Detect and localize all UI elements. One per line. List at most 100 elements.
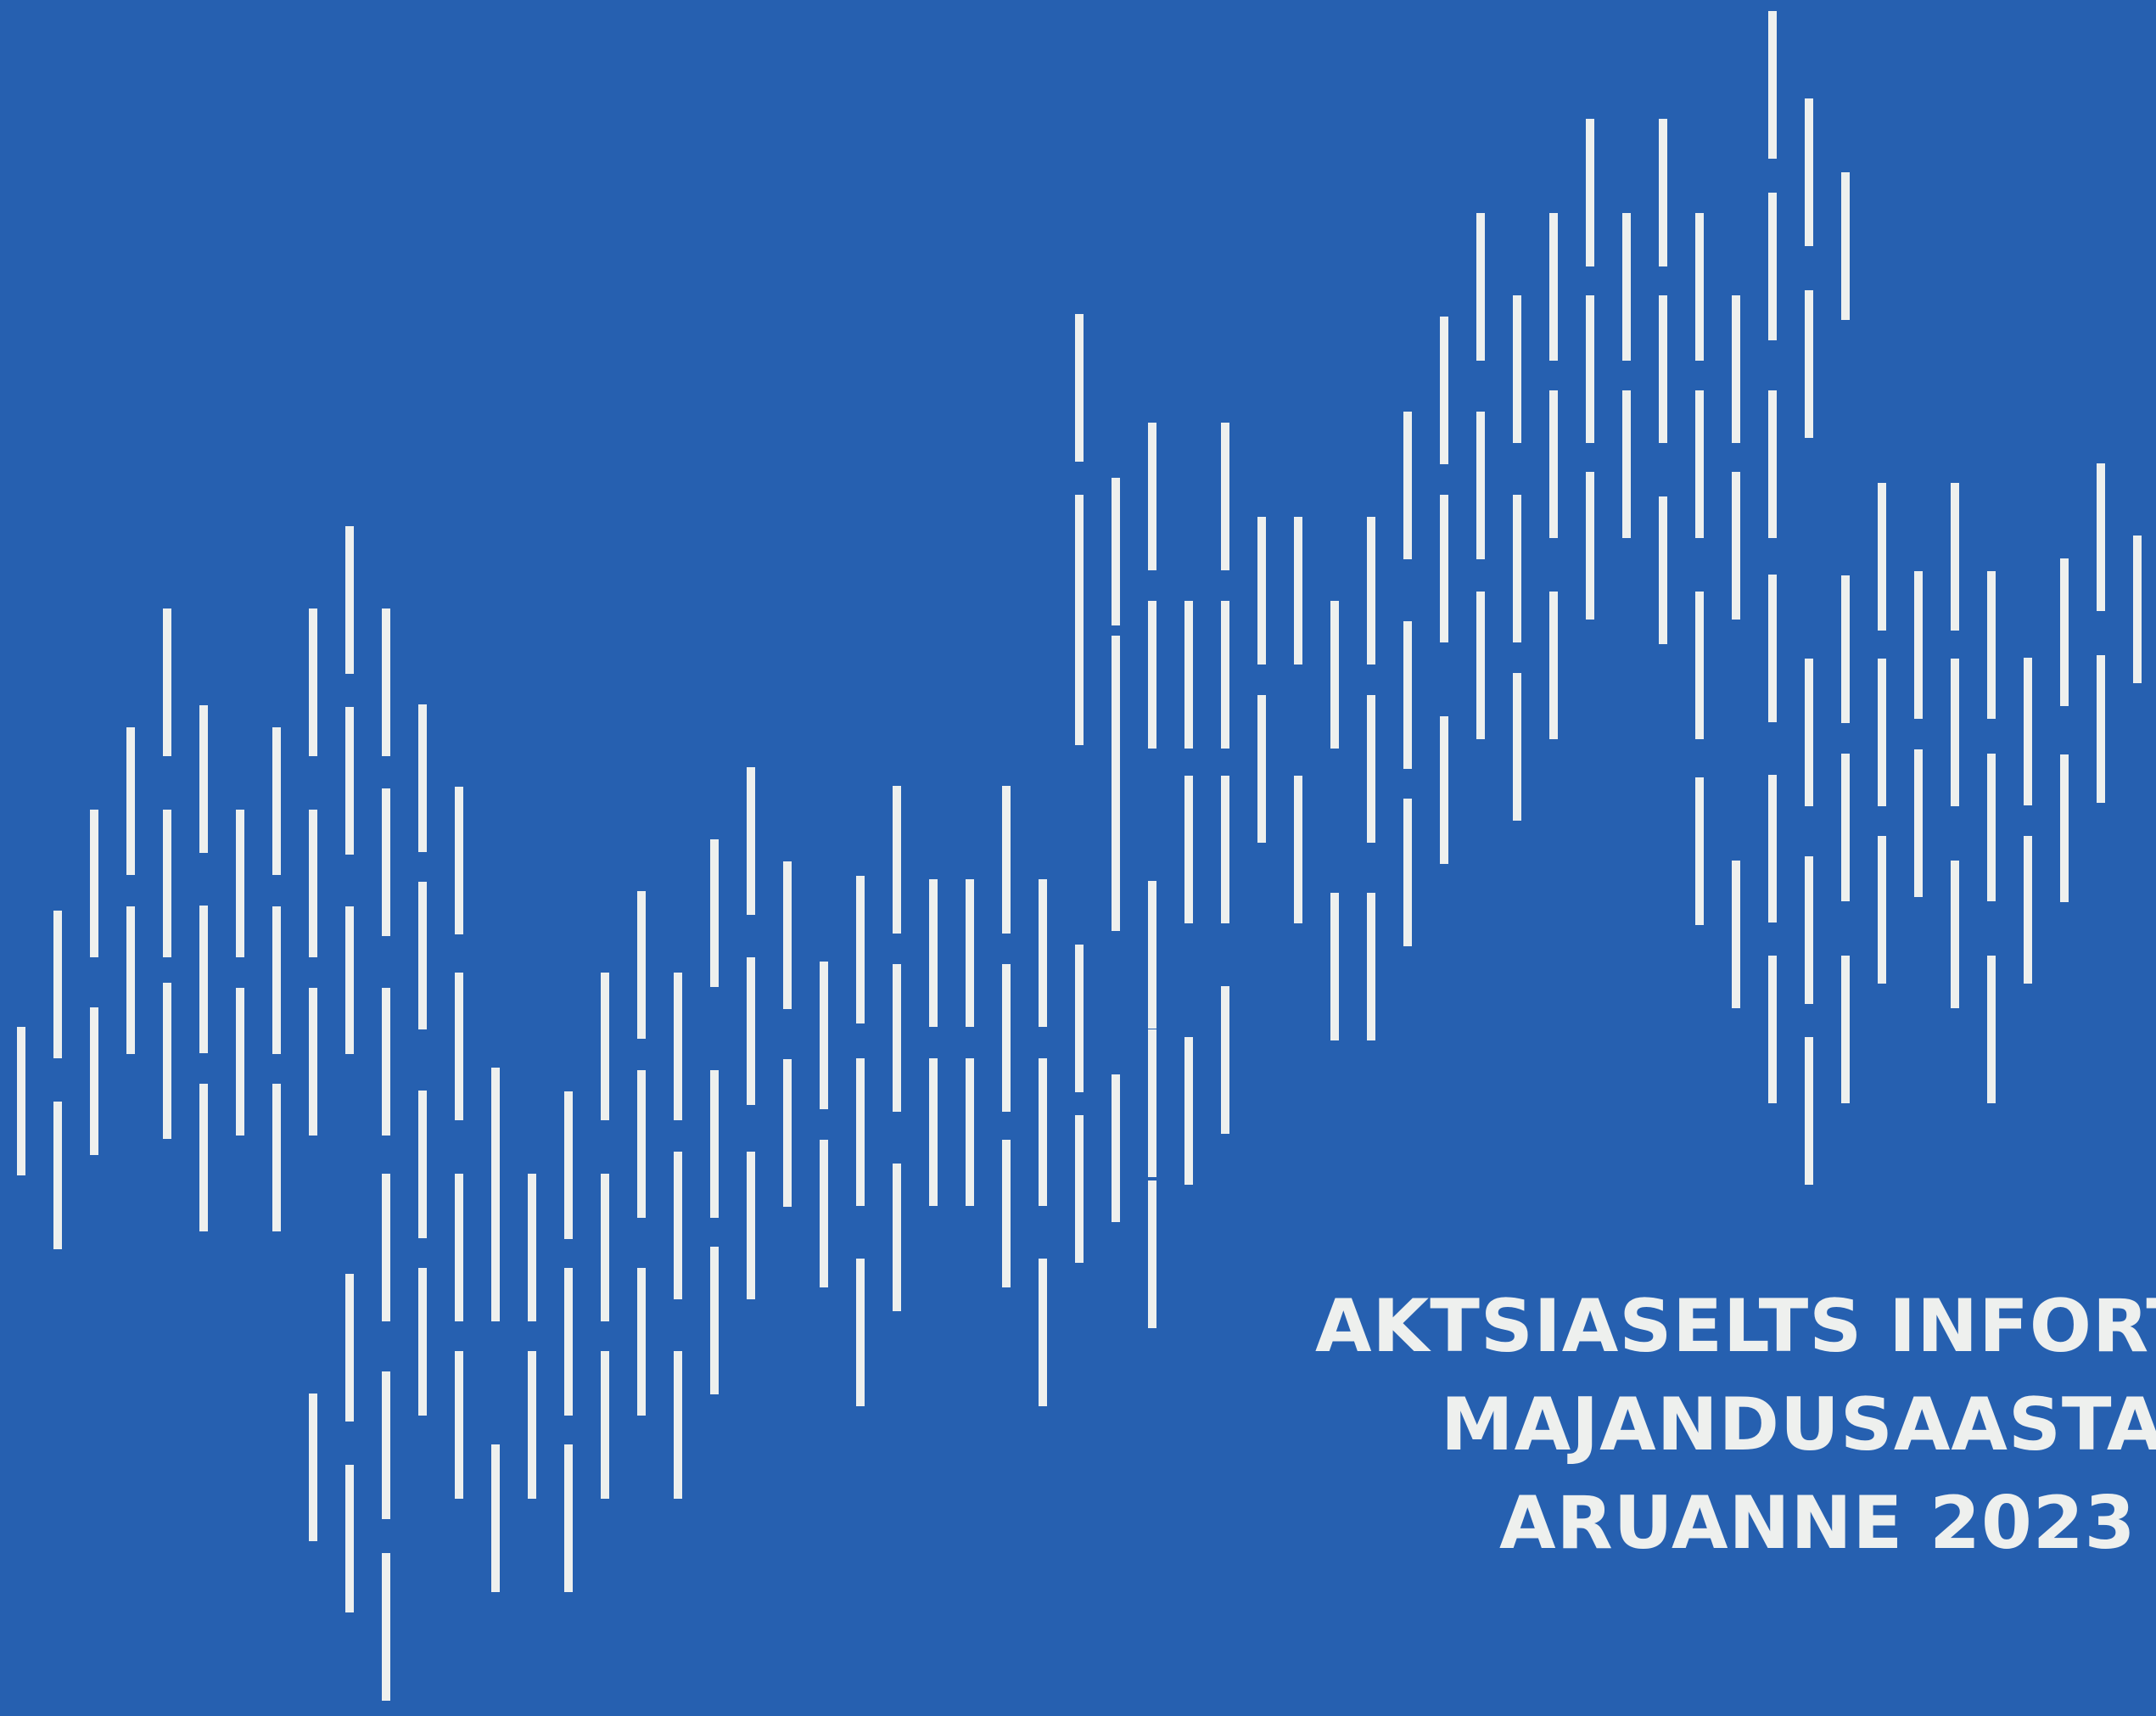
decorative-bar	[1257, 517, 1266, 665]
decorative-bar	[455, 787, 463, 934]
decorative-bar	[637, 1070, 646, 1218]
decorative-bar	[1184, 1037, 1193, 1185]
decorative-bar	[1768, 390, 1777, 538]
decorative-bar	[820, 1140, 828, 1287]
decorative-bar	[126, 727, 135, 875]
decorative-bar	[783, 861, 792, 1009]
decorative-bar	[820, 962, 828, 1109]
decorative-bar	[345, 707, 354, 855]
decorative-bar	[1112, 636, 1120, 783]
decorative-bar	[491, 1174, 500, 1321]
decorative-bar	[1221, 601, 1229, 749]
decorative-bar	[236, 988, 244, 1136]
decorative-bar	[1878, 836, 1886, 984]
cover-title-line-1: AKTSIASELTS INFORTAR	[1315, 1284, 2156, 1369]
decorative-bar	[1294, 517, 1302, 665]
decorative-bar	[163, 608, 171, 756]
decorative-bar	[893, 786, 901, 934]
decorative-bar	[1695, 592, 1704, 739]
decorative-bar	[1841, 575, 1850, 723]
decorative-bar	[1805, 98, 1813, 246]
decorative-bar	[1513, 295, 1521, 443]
decorative-bar	[455, 1351, 463, 1499]
decorative-bar	[674, 973, 682, 1120]
decorative-bar	[1403, 621, 1412, 769]
decorative-bar	[1039, 1259, 1047, 1406]
decorative-bar	[1148, 881, 1156, 1029]
decorative-bar	[528, 1351, 536, 1499]
decorative-bar	[747, 767, 755, 915]
decorative-bar	[272, 727, 281, 875]
decorative-bar	[309, 1394, 317, 1541]
decorative-bar	[856, 1259, 865, 1406]
decorative-bar	[1476, 412, 1485, 559]
decorative-bar	[1148, 601, 1156, 749]
decorative-bar	[1549, 592, 1558, 739]
decorative-bar	[1951, 659, 1959, 806]
decorative-bar	[53, 1102, 62, 1249]
decorative-bar	[126, 906, 135, 1054]
decorative-bar	[2024, 836, 2032, 984]
decorative-bar	[345, 1465, 354, 1612]
decorative-bar	[90, 810, 98, 957]
decorative-bar	[272, 906, 281, 1054]
decorative-bar	[199, 705, 208, 853]
decorative-bar	[418, 882, 427, 1029]
decorative-bar	[601, 1174, 609, 1321]
decorative-bar	[1805, 1037, 1813, 1185]
decorative-bar	[2097, 655, 2105, 803]
decorative-bar	[1294, 776, 1302, 923]
decorative-bar	[1184, 776, 1193, 923]
decorative-bar	[1403, 412, 1412, 559]
decorative-bar	[1075, 597, 1084, 745]
decorative-bar	[1841, 754, 1850, 901]
decorative-bar	[1002, 786, 1011, 934]
decorative-bar	[382, 788, 390, 936]
decorative-bar	[929, 1058, 938, 1206]
decorative-bar	[1695, 213, 1704, 361]
decorative-bar	[53, 911, 62, 1058]
decorative-bar	[1075, 1115, 1084, 1263]
decorative-bar	[1367, 517, 1375, 665]
decorative-bar	[1075, 495, 1084, 642]
decorative-bar	[1768, 193, 1777, 340]
decorative-bar	[345, 526, 354, 674]
decorative-bar	[1805, 659, 1813, 806]
decorative-bar	[1732, 861, 1740, 1008]
decorative-bar	[1768, 775, 1777, 922]
decorative-bar	[1768, 575, 1777, 722]
decorative-bar	[90, 1007, 98, 1155]
decorative-bar	[710, 1247, 719, 1394]
decorative-bar	[418, 1268, 427, 1416]
decorative-bar	[1549, 390, 1558, 538]
decorative-bar	[1075, 314, 1084, 462]
decorative-bar	[1659, 119, 1667, 266]
decorative-bar	[1440, 317, 1448, 464]
decorative-bar	[2060, 754, 2069, 902]
decorative-bar	[674, 1152, 682, 1299]
decorative-bar	[1330, 601, 1339, 749]
decorative-bar	[491, 1068, 500, 1215]
decorative-bar	[1768, 11, 1777, 159]
decorative-bar	[929, 879, 938, 1027]
decorative-bar	[309, 988, 317, 1136]
decorative-bar	[966, 879, 974, 1027]
decorative-bar	[1549, 213, 1558, 361]
decorative-bar	[199, 1084, 208, 1231]
decorative-bar	[1221, 986, 1229, 1134]
decorative-bar	[1805, 856, 1813, 1004]
decorative-bar	[1622, 213, 1631, 361]
decorative-bar	[1987, 754, 1996, 901]
decorative-bar	[637, 891, 646, 1039]
cover-title-line-2: MAJANDUSAASTA	[1441, 1382, 2156, 1467]
decorative-bar	[564, 1444, 573, 1592]
decorative-bar	[1586, 119, 1594, 266]
decorative-bar	[1002, 1140, 1011, 1287]
decorative-bar	[710, 1070, 719, 1218]
decorative-bar	[893, 964, 901, 1112]
decorative-bar	[1221, 776, 1229, 923]
decorative-bar	[1075, 945, 1084, 1092]
decorative-bar	[382, 1371, 390, 1519]
decorative-bar	[1330, 893, 1339, 1040]
